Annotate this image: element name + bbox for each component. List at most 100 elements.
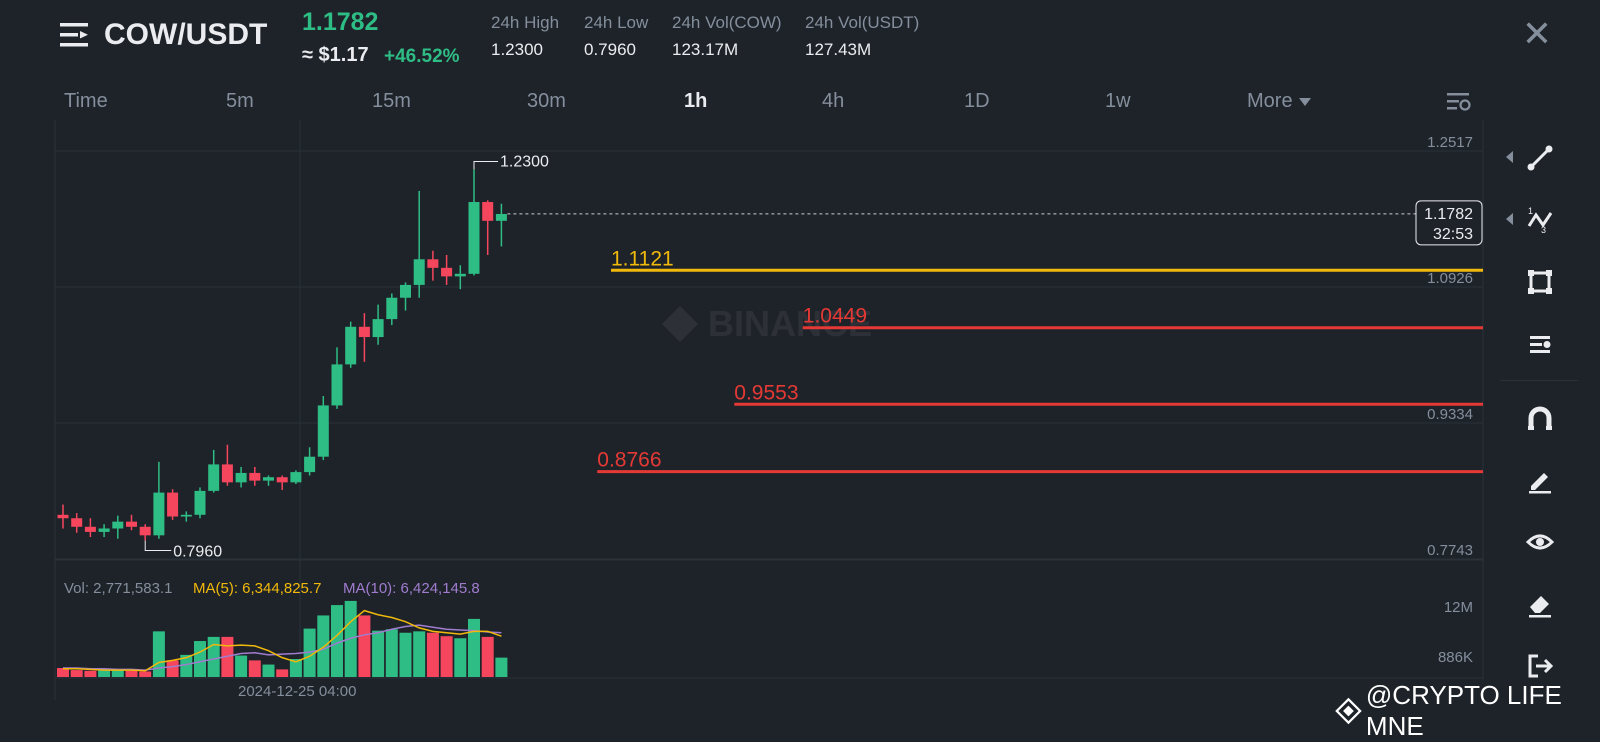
tab-4h[interactable]: 4h — [822, 90, 845, 112]
volume-bar — [399, 632, 412, 677]
eye-button[interactable] — [1520, 522, 1560, 562]
volume-legend-ma5: MA(5): 6,344,825.7 — [193, 580, 322, 597]
stat-high-value: 1.2300 — [491, 40, 543, 59]
watermark-logo: BINANCE — [662, 303, 872, 344]
stat-low-value: 0.7960 — [584, 40, 636, 59]
close-icon[interactable]: ✕ — [1521, 13, 1552, 54]
time-axis-label: 2024-12-25 04:00 — [238, 683, 357, 700]
candle-body — [126, 521, 137, 527]
svg-text:1: 1 — [1528, 206, 1533, 216]
candle-body — [139, 526, 151, 536]
text-tool-icon — [1530, 336, 1551, 353]
tab-15m[interactable]: 15m — [372, 90, 411, 112]
ma5-line — [63, 609, 502, 672]
tab-more-label: More — [1247, 90, 1293, 112]
level-label: 0.9553 — [734, 381, 798, 404]
high-marker-line — [473, 161, 498, 170]
expand-arrow-icon[interactable] — [1506, 151, 1513, 163]
candle-body — [112, 521, 124, 529]
volume-bar — [152, 631, 165, 677]
price-tick-label: 1.2517 — [1427, 134, 1473, 151]
level-label: 0.8766 — [597, 449, 661, 472]
pair-menu-icon[interactable] — [60, 22, 90, 48]
eye-icon — [1526, 534, 1554, 550]
low-marker-line — [144, 540, 172, 551]
current-price-label: 1.1782 — [1424, 206, 1473, 223]
stat-vol-usdt-label: 24h Vol(USDT) — [805, 13, 920, 32]
volume-pane: 12M 886K — [57, 599, 1473, 677]
candle-body — [304, 456, 316, 473]
candle-body — [345, 326, 357, 365]
volume-bar — [317, 615, 330, 677]
candles — [57, 169, 507, 541]
candle-body — [441, 267, 453, 277]
candle-body — [98, 528, 110, 532]
expand-arrow-icon[interactable] — [1506, 213, 1513, 225]
candle-body — [358, 326, 370, 338]
usd-price: ≈ $1.17 — [302, 44, 369, 66]
volume-bar — [84, 670, 97, 677]
candle-body — [413, 259, 425, 285]
pencil-button[interactable] — [1520, 460, 1560, 500]
candle-body — [153, 492, 165, 536]
volume-bar — [139, 671, 152, 677]
eraser-button[interactable] — [1520, 584, 1560, 624]
price-levels: 1.1121 1.0449 0.9553 0.8766 — [597, 247, 1483, 474]
stat-vol-cow-value: 123.17M — [672, 40, 739, 59]
pencil-icon — [1529, 473, 1551, 494]
eraser-icon — [1529, 596, 1551, 618]
chart-annotations: 1.2300 0.7960 1.1782 32:53 — [144, 154, 1483, 560]
level-label: 1.0449 — [803, 305, 867, 328]
candle-body — [290, 472, 302, 483]
pair-title[interactable]: COW/USDT — [60, 18, 267, 52]
credit-text: @CRYPTO LIFE MNE — [1365, 680, 1562, 741]
caret-down-icon — [1298, 97, 1311, 106]
candle-body — [71, 518, 83, 527]
volume-bar — [385, 629, 398, 677]
tab-5m[interactable]: 5m — [226, 90, 254, 112]
candle-body — [167, 492, 179, 517]
text-tool-button[interactable] — [1520, 324, 1560, 364]
shape-tool-button[interactable] — [1520, 262, 1560, 302]
volume-legend-vol: Vol: 2,771,583.1 — [64, 580, 173, 597]
stat-vol-cow-label: 24h Vol(COW) — [672, 13, 782, 32]
diamond-logo-icon — [1335, 697, 1362, 725]
price-tick-label: 1.0926 — [1427, 270, 1473, 287]
candle-body — [495, 213, 507, 221]
volume-bar — [248, 660, 261, 677]
tab-1h[interactable]: 1h — [684, 90, 708, 112]
tab-more[interactable]: More — [1247, 90, 1311, 113]
candle-body — [331, 364, 343, 406]
chart-grid — [54, 120, 1484, 700]
volume-bar — [111, 670, 124, 677]
countdown-label: 32:53 — [1433, 226, 1473, 243]
low-marker-label: 0.7960 — [173, 543, 222, 560]
line-tool-button[interactable] — [1520, 138, 1560, 178]
candle-body — [57, 514, 69, 519]
exit-button[interactable] — [1520, 646, 1560, 686]
fib-tool-icon: 31 — [1527, 206, 1553, 234]
candle-body — [194, 490, 206, 515]
last-price: 1.1782 — [302, 8, 379, 36]
tab-30m[interactable]: 30m — [527, 90, 566, 112]
svg-text:3: 3 — [1541, 225, 1546, 234]
chart-settings-icon[interactable] — [1446, 90, 1472, 114]
tab-1d[interactable]: 1D — [964, 90, 990, 112]
magnet-icon — [1528, 406, 1552, 430]
volume-tick-label: 12M — [1444, 599, 1473, 616]
watermark-logo-icon — [662, 306, 698, 342]
magnet-button[interactable] — [1520, 398, 1560, 438]
candle-body — [276, 477, 288, 483]
tab-1w[interactable]: 1w — [1105, 90, 1131, 112]
tab-time[interactable]: Time — [64, 90, 108, 112]
shape-tool-icon — [1528, 270, 1552, 294]
volume-bar — [194, 641, 206, 677]
candle-body — [180, 514, 192, 517]
volume-bar — [495, 657, 508, 677]
candle-body — [221, 464, 233, 483]
candle-body — [84, 526, 96, 532]
volume-bar — [454, 638, 467, 677]
candlestick-chart[interactable]: BINANCE 1.1121 1.0449 0.9553 0.8766 1.2300 0… — [0, 120, 1490, 720]
volume-bar — [276, 669, 289, 677]
